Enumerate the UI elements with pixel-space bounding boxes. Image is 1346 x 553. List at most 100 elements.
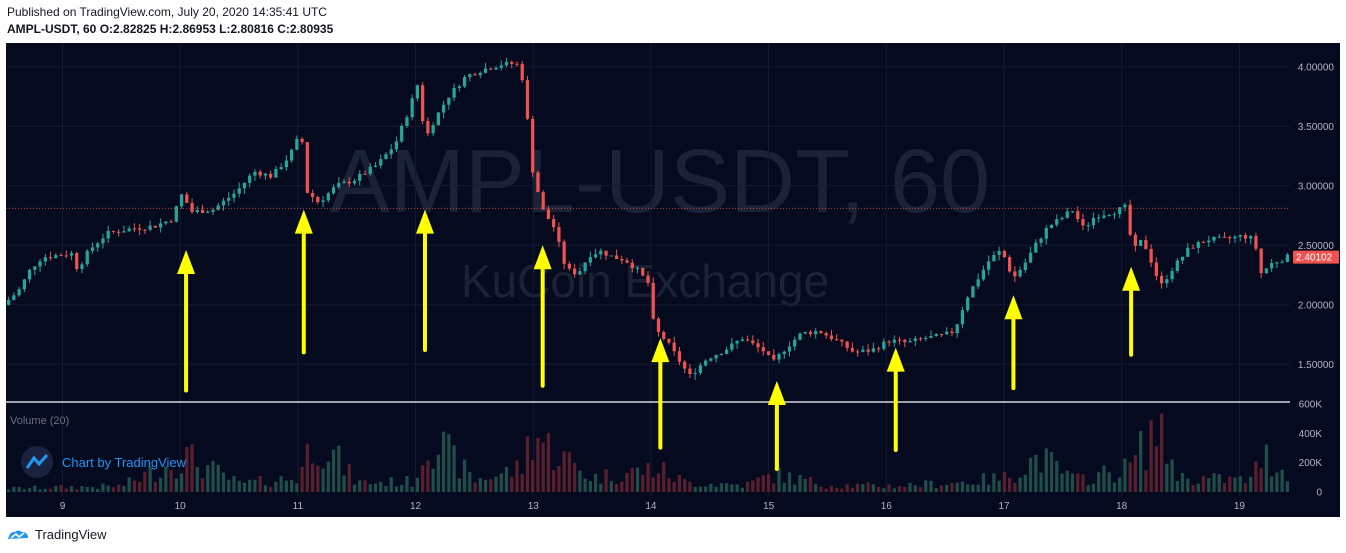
candle-body — [462, 77, 467, 87]
volume-bar — [536, 437, 540, 492]
candle-body — [310, 192, 315, 198]
candle-body — [588, 257, 592, 263]
volume-bar — [945, 484, 949, 492]
volume-bar — [567, 452, 572, 492]
candle-body — [504, 61, 509, 66]
candle-body — [59, 255, 63, 257]
footer-brand[interactable]: TradingView — [6, 526, 107, 542]
candle-body — [347, 181, 351, 184]
time-axis[interactable]: 9 10 11 12 13 14 15 16 17 18 19 — [60, 501, 1246, 512]
current-price-tag: 2.40102 — [1293, 250, 1339, 264]
volume-bar — [457, 478, 461, 492]
candle-body — [641, 267, 645, 276]
candle-body — [913, 338, 917, 342]
candle-body — [405, 117, 409, 126]
candle-body — [394, 141, 399, 150]
candle-body — [835, 339, 839, 341]
volume-bar — [609, 481, 613, 492]
volume-bar — [462, 459, 467, 492]
candle-body — [955, 324, 959, 334]
volume-bar — [719, 483, 723, 492]
volume-bar — [1107, 472, 1111, 492]
candle-body — [1243, 235, 1248, 239]
candle-body — [1070, 211, 1075, 213]
candle-body — [1028, 252, 1033, 263]
arrow-head — [294, 209, 313, 234]
candle-body — [1186, 247, 1190, 257]
volume-bar — [410, 486, 414, 492]
volume-bar — [950, 482, 954, 492]
candle-body — [562, 241, 566, 264]
volume-bar — [248, 479, 252, 492]
candle-body — [342, 181, 346, 183]
volume-bar — [1285, 481, 1290, 492]
volume-bar — [766, 474, 771, 492]
volume-bar — [840, 488, 844, 492]
volume-bar — [431, 468, 435, 492]
candle-body — [945, 331, 949, 335]
candle-body — [688, 368, 692, 374]
volume-bar — [326, 461, 330, 492]
chart-by-tradingview-badge[interactable]: Chart by TradingView — [21, 446, 187, 478]
volume-bar — [1102, 465, 1106, 492]
candle-body — [185, 194, 189, 203]
volume-bar — [143, 471, 147, 492]
candle-body — [672, 342, 676, 352]
price-axis[interactable]: 1.50000 2.00000 2.50000 3.00000 3.50000 4.000… — [1298, 62, 1335, 371]
candle-body — [48, 257, 53, 259]
candle-body — [499, 65, 503, 68]
candle-body — [1107, 215, 1111, 217]
volume-bar — [1201, 476, 1206, 492]
candle-body — [677, 351, 682, 362]
candle-body — [473, 74, 477, 76]
volume-indicator-label[interactable]: Volume (20) — [10, 415, 69, 427]
volume-bar — [903, 486, 907, 492]
candle-body — [321, 200, 325, 203]
volume-bar — [866, 482, 870, 492]
candle-body — [1228, 237, 1232, 239]
candle-body — [326, 193, 330, 201]
candle-body — [766, 351, 771, 355]
candle-body — [284, 160, 289, 168]
volume-bar — [316, 465, 320, 492]
candle-body — [1139, 239, 1143, 246]
volume-bar — [1144, 470, 1148, 492]
candle-body — [400, 125, 404, 142]
volume-bar — [195, 467, 199, 492]
volume-bar — [122, 486, 126, 492]
candle-body — [620, 259, 624, 261]
candle-body — [1102, 215, 1106, 218]
volume-bar — [363, 480, 367, 492]
candle-body — [43, 257, 47, 262]
candle-body — [630, 262, 634, 269]
chart-by-label[interactable]: Chart by TradingView — [62, 455, 187, 470]
volume-bar — [1118, 477, 1122, 492]
time-tick-label: 13 — [528, 501, 540, 512]
candle-body — [808, 331, 813, 335]
candle-body — [389, 149, 393, 155]
time-tick-label: 9 — [60, 501, 66, 512]
volume-bar — [929, 480, 933, 492]
candle-body — [1149, 248, 1153, 263]
volume-bar — [1186, 478, 1190, 492]
volume-bar — [368, 484, 372, 492]
volume-bar — [499, 473, 503, 492]
volume-bar — [504, 466, 509, 492]
candle-body — [693, 372, 697, 374]
candle-body — [436, 112, 440, 126]
volume-bar — [981, 473, 986, 492]
volume-bar — [158, 477, 163, 492]
candle-body — [174, 206, 178, 222]
candle-body — [1170, 270, 1174, 280]
volume-bar — [242, 482, 247, 492]
volume-bar — [614, 483, 619, 492]
candle-body — [1212, 236, 1216, 241]
price-tick-label: 3.00000 — [1298, 181, 1335, 192]
candle-body — [289, 149, 294, 161]
footer-brand-text[interactable]: TradingView — [35, 526, 107, 542]
volume-bar — [483, 479, 488, 492]
volume-bar — [127, 477, 131, 492]
volume-bar — [96, 488, 100, 492]
volume-bar — [400, 484, 404, 492]
